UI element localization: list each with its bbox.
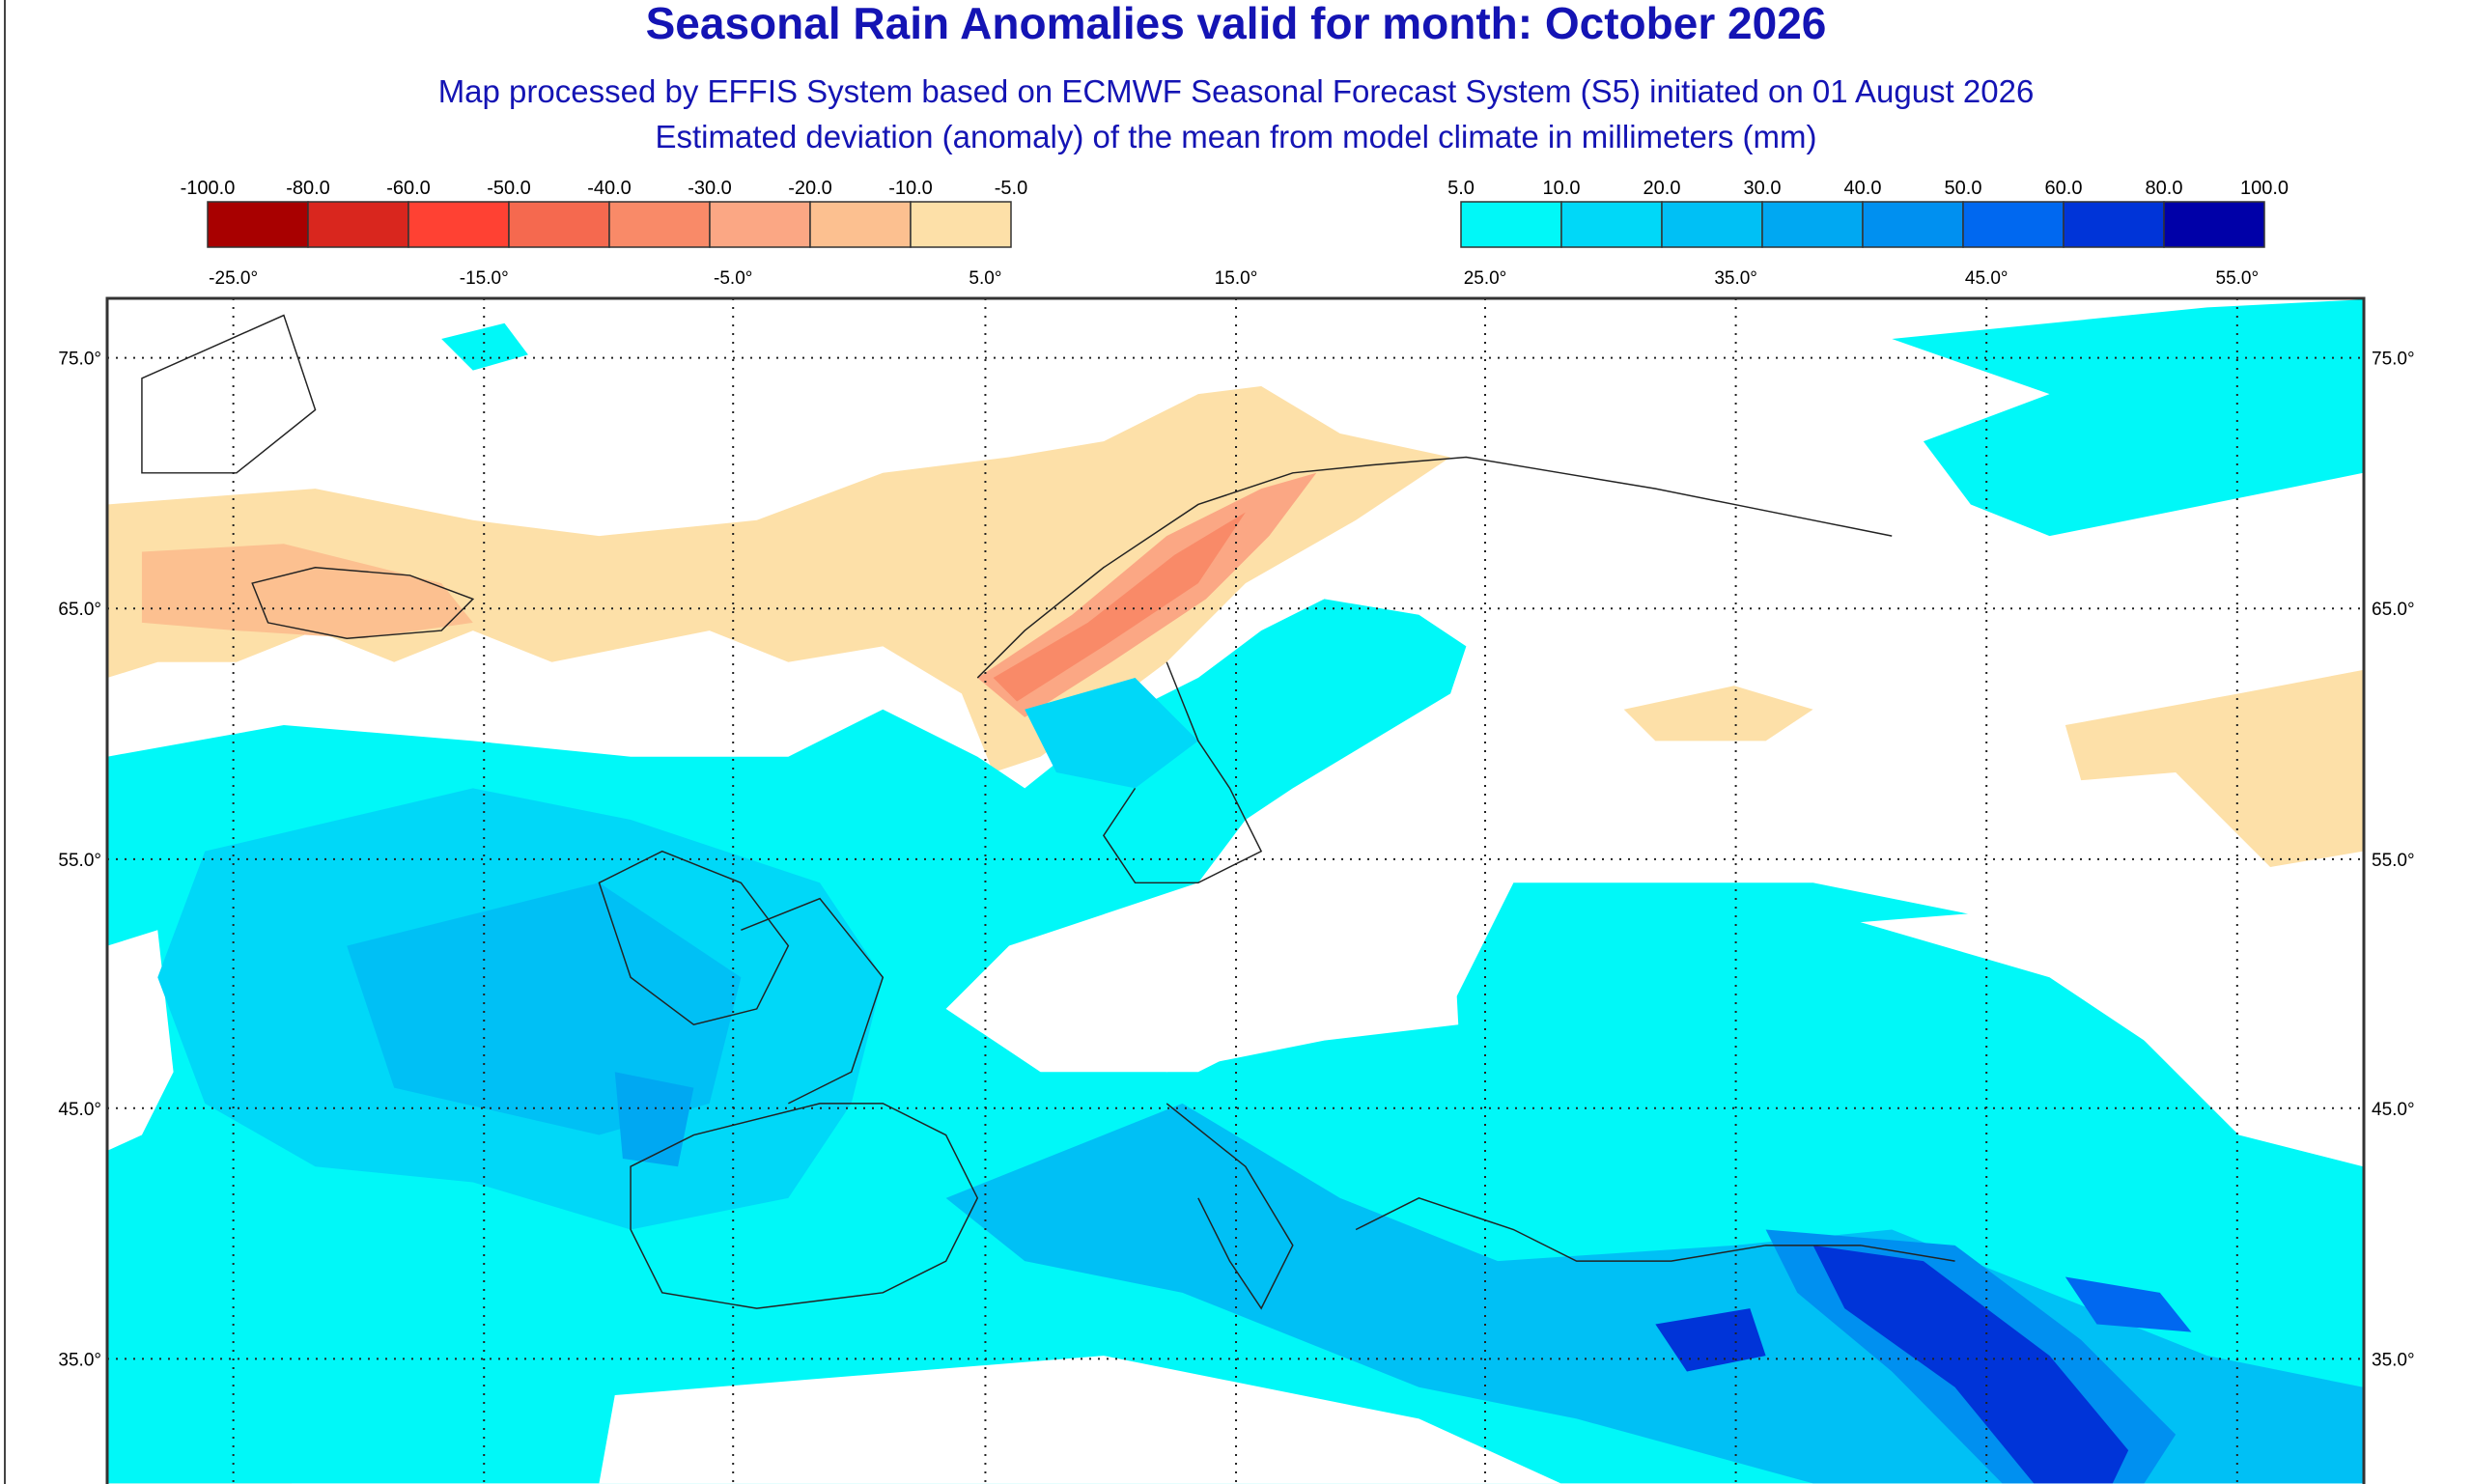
legend-swatch xyxy=(2163,201,2265,248)
longitude-label: 15.0° xyxy=(1215,268,1258,289)
legend-label: -100.0 xyxy=(181,178,236,199)
map-frame xyxy=(105,296,2366,1484)
neutral-area xyxy=(1008,875,1459,1073)
longitude-label: 55.0° xyxy=(2216,268,2260,289)
title: Seasonal Rain Anomalies valid for month:… xyxy=(646,0,1827,48)
legend-swatch xyxy=(809,201,912,248)
legend-swatch xyxy=(307,201,409,248)
coastlines xyxy=(141,314,1955,1310)
legend-swatch xyxy=(1460,201,1562,248)
neutral-area xyxy=(107,930,174,1151)
neutral-area xyxy=(599,1356,1561,1484)
wet-area xyxy=(441,322,528,371)
longitude-label: -25.0° xyxy=(209,268,258,289)
legend-label: 10.0 xyxy=(1543,178,1581,199)
legend-label: 5.0 xyxy=(1447,178,1475,199)
coordinate-labels: -25.0° -15.0° -5.0° 5.0° 15.0° 25.0° 35.0° 45.0… xyxy=(58,268,2414,1370)
subtitle: Map processed by EFFIS System based on E… xyxy=(438,73,2035,109)
wet-area xyxy=(347,882,742,1135)
legend-swatch xyxy=(1661,201,1763,248)
map-area xyxy=(107,299,2364,1484)
legend-label: -5.0 xyxy=(995,178,1027,199)
dry-area xyxy=(141,544,473,639)
legend-swatch xyxy=(709,201,811,248)
latitude-label: 65.0° xyxy=(2372,600,2415,620)
legend-label: 50.0 xyxy=(1945,178,1982,199)
latitude-label: 75.0° xyxy=(2372,350,2415,370)
wet-area xyxy=(1812,1245,2129,1484)
latitude-label: 45.0° xyxy=(2372,1100,2415,1120)
wet-area xyxy=(614,1072,694,1167)
latitude-label: 55.0° xyxy=(58,851,101,871)
legend-swatch xyxy=(508,201,610,248)
legend-label: -40.0 xyxy=(587,178,632,199)
legend-swatch xyxy=(1962,201,2065,248)
dry-area xyxy=(2065,669,2364,867)
dry-area xyxy=(993,512,1246,702)
latitude-label: 55.0° xyxy=(2372,851,2415,871)
legend-label: -60.0 xyxy=(386,178,431,199)
legend-label: -20.0 xyxy=(788,178,832,199)
legend-label: 30.0 xyxy=(1744,178,1782,199)
legend-label: 80.0 xyxy=(2146,178,2183,199)
longitude-label: 5.0° xyxy=(969,268,1001,289)
latitude-label: 35.0° xyxy=(58,1350,101,1370)
legend-swatch xyxy=(2063,201,2165,248)
legend-label: 60.0 xyxy=(2045,178,2083,199)
legend-label: -50.0 xyxy=(487,178,531,199)
longitude-label: -15.0° xyxy=(460,268,509,289)
longitude-label: 35.0° xyxy=(1714,268,1757,289)
legend-label: -10.0 xyxy=(888,178,933,199)
latitude-label: 65.0° xyxy=(58,600,101,620)
longitude-label: 45.0° xyxy=(1965,268,2008,289)
longitude-label: 25.0° xyxy=(1464,268,1507,289)
wet-area xyxy=(1892,299,2364,537)
dry-area xyxy=(107,386,1451,773)
longitude-label: -5.0° xyxy=(714,268,752,289)
legend-label: 40.0 xyxy=(1844,178,1882,199)
latitude-label: 35.0° xyxy=(2372,1350,2415,1370)
legends: -100.0 -80.0 -60.0 -50.0 -40.0 -30.0 -20.0 -10.… xyxy=(181,178,2289,248)
legend-swatch xyxy=(608,201,711,248)
anomaly-fields xyxy=(107,299,2364,1484)
legend-label: 20.0 xyxy=(1643,178,1681,199)
wet-area xyxy=(1025,678,1198,789)
description: Estimated deviation (anomaly) of the mea… xyxy=(655,119,1816,154)
legend-swatch xyxy=(207,201,309,248)
legend-swatch xyxy=(910,201,1012,248)
wet-area xyxy=(2065,1276,2192,1332)
legend-swatch xyxy=(407,201,510,248)
legend-swatch xyxy=(1761,201,1864,248)
latitude-label: 75.0° xyxy=(58,350,101,370)
legend-label: -80.0 xyxy=(286,178,330,199)
legend-label: -30.0 xyxy=(688,178,732,199)
dry-area xyxy=(1623,686,1813,742)
legend-label: 100.0 xyxy=(2240,178,2289,199)
wet-area xyxy=(1655,1308,1766,1372)
latitude-label: 45.0° xyxy=(58,1100,101,1120)
legend-swatch xyxy=(1862,201,1964,248)
legend-swatch xyxy=(1560,201,1663,248)
